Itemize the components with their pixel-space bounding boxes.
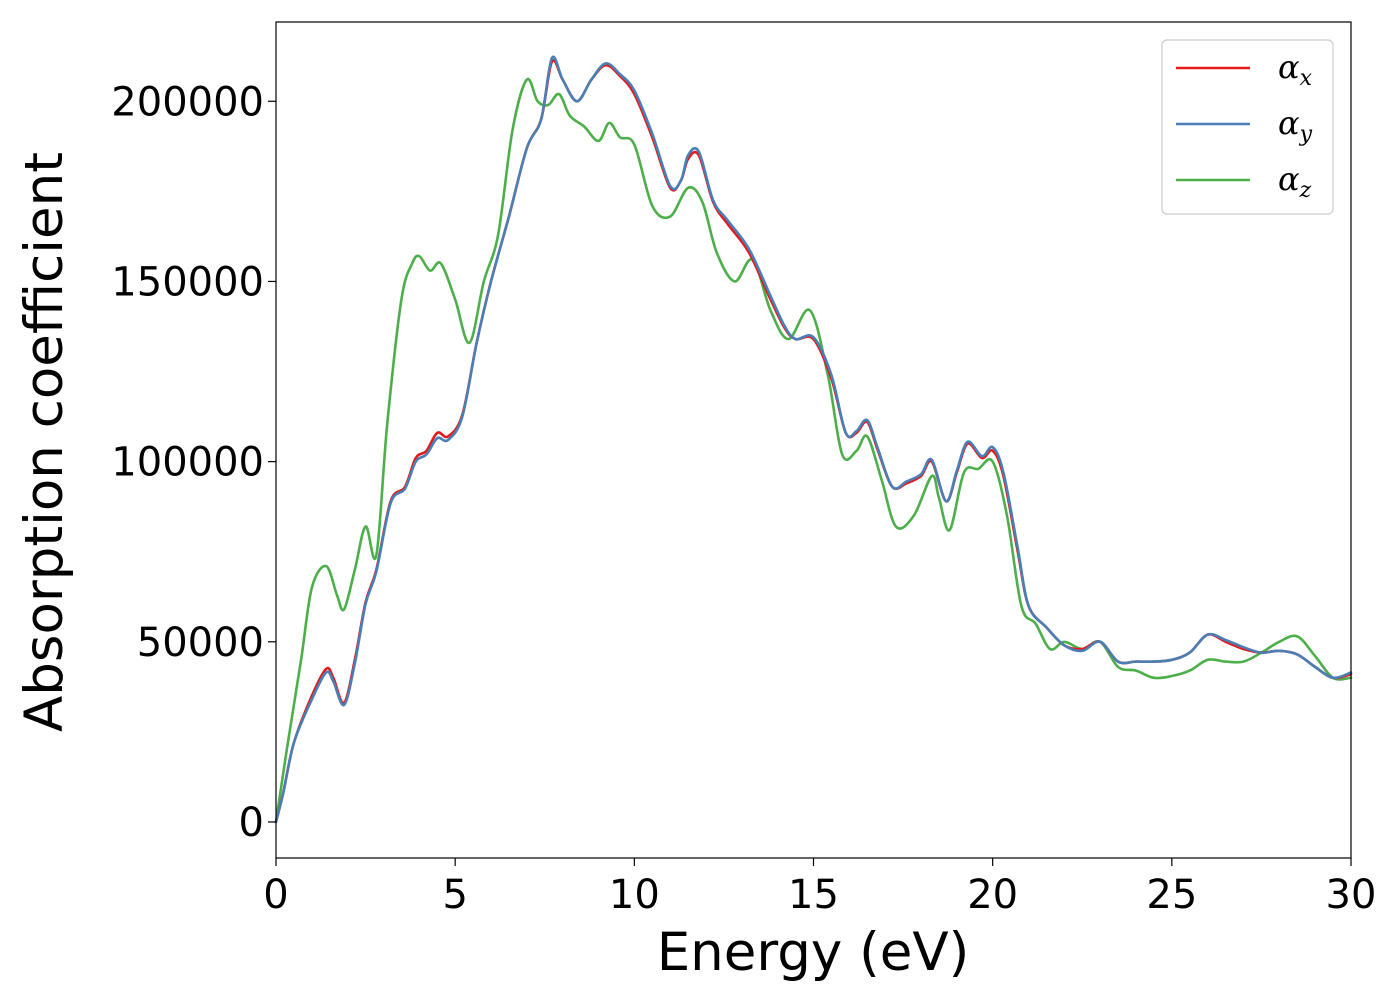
y-tick-label: 0	[239, 800, 264, 846]
y-tick-label: 100000	[111, 440, 264, 486]
legend-label-z: αz	[1278, 160, 1312, 203]
y-tick-label: 150000	[111, 259, 264, 305]
y-axis: 0 50000 100000 150000 200000	[111, 79, 276, 846]
y-tick-label: 200000	[111, 79, 264, 125]
series-line-z	[274, 77, 1353, 824]
x-tick-label: 20	[967, 872, 1018, 918]
series-line-y	[274, 55, 1353, 824]
x-axis-label: Energy (eV)	[657, 922, 970, 983]
x-tick-label: 0	[263, 872, 288, 918]
legend-subscript: y	[1299, 122, 1313, 147]
legend-subscript: x	[1300, 66, 1313, 91]
x-tick-label: 25	[1146, 872, 1197, 918]
legend-label-x: αx	[1278, 48, 1313, 91]
legend-label-y: αy	[1278, 104, 1313, 147]
x-tick-label: 10	[609, 872, 660, 918]
legend-symbol: α	[1278, 160, 1300, 198]
legend-box	[1161, 39, 1334, 215]
x-tick-label: 5	[442, 872, 467, 918]
x-tick-label: 30	[1326, 872, 1377, 918]
series-layer	[274, 55, 1353, 824]
x-tick-label: 15	[788, 872, 839, 918]
legend-subscript: z	[1299, 178, 1312, 203]
y-tick-label: 50000	[137, 620, 264, 666]
y-axis-label: Absorption coefficient	[14, 152, 75, 732]
x-axis: 0 5 10 15 20 25 30	[263, 858, 1376, 918]
legend-symbol: α	[1278, 48, 1300, 86]
legend-symbol: α	[1278, 104, 1300, 142]
